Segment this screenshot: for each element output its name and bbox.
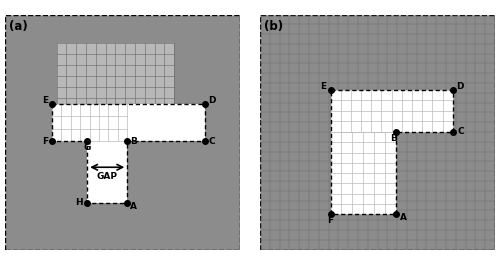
Bar [88,142,127,202]
Text: F: F [327,216,333,225]
Text: H: H [75,198,83,207]
Text: E: E [320,82,326,91]
Bar [330,90,452,132]
Text: B: B [130,137,137,146]
Text: B: B [390,134,398,143]
Text: A: A [400,213,407,222]
Text: A: A [130,201,138,210]
Text: E: E [42,96,48,106]
Text: C: C [209,137,216,146]
Text: D: D [456,82,464,91]
Text: C: C [458,128,464,136]
Text: (a): (a) [8,20,28,33]
Text: GAP: GAP [96,172,117,181]
Text: (b): (b) [264,20,282,33]
Text: F: F [42,137,48,146]
Bar [52,104,205,142]
Text: G: G [83,143,90,153]
Text: D: D [208,96,216,105]
Bar [330,132,396,214]
Bar [56,43,174,109]
